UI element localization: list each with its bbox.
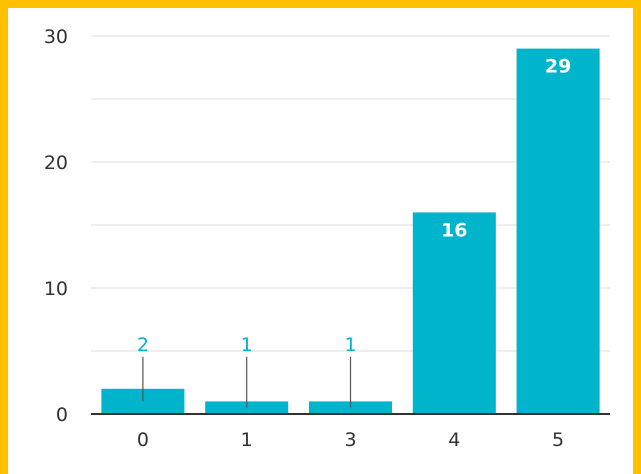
chart-frame: 0 10 20 30 0 1 3 4 5 2 1 1 16 29 bbox=[8, 8, 633, 474]
bar bbox=[412, 212, 496, 414]
bar-chart: 0 10 20 30 0 1 3 4 5 2 1 1 16 29 bbox=[44, 26, 610, 451]
bar bbox=[516, 48, 600, 414]
y-tick-label: 20 bbox=[44, 152, 68, 174]
data-label: 16 bbox=[441, 219, 467, 241]
x-tick-label: 0 bbox=[137, 429, 149, 451]
data-label: 1 bbox=[241, 334, 253, 356]
x-tick-labels: 0 1 3 4 5 bbox=[137, 429, 564, 451]
y-tick-label: 30 bbox=[44, 26, 68, 48]
x-tick-label: 1 bbox=[241, 429, 253, 451]
y-tick-labels: 0 10 20 30 bbox=[44, 26, 68, 426]
y-tick-label: 10 bbox=[44, 278, 68, 300]
bars bbox=[101, 48, 600, 414]
x-tick-label: 4 bbox=[448, 429, 460, 451]
data-labels: 2 1 1 16 29 bbox=[137, 56, 571, 408]
data-label: 29 bbox=[545, 56, 571, 78]
data-label: 2 bbox=[137, 334, 149, 356]
data-label: 1 bbox=[344, 334, 356, 356]
x-tick-label: 5 bbox=[552, 429, 564, 451]
x-tick-label: 3 bbox=[344, 429, 356, 451]
y-tick-label: 0 bbox=[56, 404, 68, 426]
